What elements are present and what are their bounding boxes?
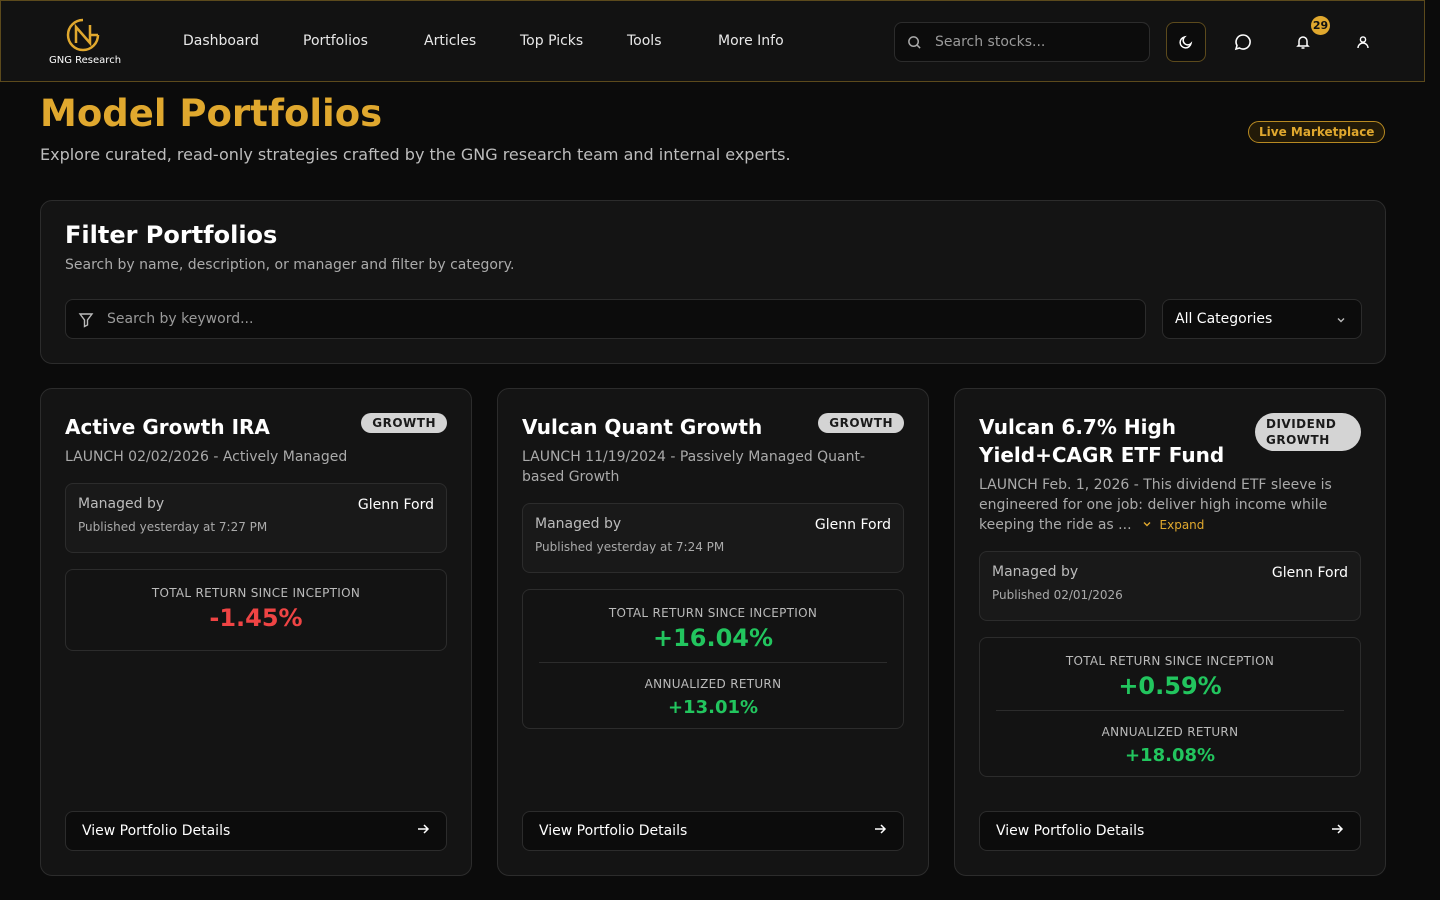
nav-link[interactable]: Portfolios xyxy=(303,33,368,49)
filter-description: Search by name, description, or manager … xyxy=(65,257,515,273)
annualized-label: ANNUALIZED RETURN xyxy=(644,677,782,691)
total-return: +16.04% xyxy=(652,624,774,652)
arrow-icon[interactable] xyxy=(416,822,430,840)
portfolio-description: LAUNCH 02/02/2026 - Actively Managed xyxy=(65,447,447,467)
category-value: All Categories xyxy=(1175,311,1273,327)
portfolio-name: Active Growth IRA xyxy=(65,415,270,439)
divider xyxy=(996,710,1344,711)
category-tag: GROWTH xyxy=(361,413,447,433)
total-return-label: TOTAL RETURN SINCE INCEPTION xyxy=(608,606,818,620)
divider xyxy=(539,662,887,663)
card-header: Vulcan 6.7% High Yield+CAGR ETF Fund DIVI… xyxy=(979,413,1361,469)
notifications-button[interactable] xyxy=(1283,22,1323,62)
portfolio-card: Active Growth IRA GROWTH LAUNCH 02/02/2026… xyxy=(40,388,472,876)
brand: GNG Research xyxy=(49,55,122,66)
portfolio-name: Vulcan Quant Growth xyxy=(522,415,763,439)
total-return: +0.59% xyxy=(1118,672,1222,700)
live-badge: Live Marketplace xyxy=(1248,121,1386,143)
description-text: LAUNCH 02/02/2026 - Actively Managed xyxy=(65,449,348,465)
logo[interactable] xyxy=(65,17,103,53)
page-subtitle: Explore curated, read-only strategies cr… xyxy=(40,145,791,164)
search-placeholder: Search stocks... xyxy=(935,34,1046,50)
category-tag: GROWTH xyxy=(818,413,904,433)
navbar: GNG Research Dashboard Portfolios Articl… xyxy=(0,0,1425,82)
filter-panel: Filter Portfolios Search by name, descri… xyxy=(40,200,1386,364)
managed-label: Managed by xyxy=(992,564,1079,580)
keyword-search[interactable]: Search by keyword... xyxy=(65,299,1146,339)
stock-search[interactable]: Search stocks... xyxy=(894,22,1150,62)
card-header: Vulcan Quant Growth GROWTH xyxy=(522,413,904,441)
page-title: Model Portfolios xyxy=(40,92,383,135)
profile-button[interactable] xyxy=(1343,22,1383,62)
expand-text[interactable]: Expand xyxy=(1159,518,1205,532)
chat-button[interactable] xyxy=(1223,22,1263,62)
total-return-label: TOTAL RETURN SINCE INCEPTION xyxy=(151,586,361,600)
description-text: LAUNCH 11/19/2024 - Passively Managed Qu… xyxy=(522,449,866,485)
portfolio-name: Vulcan 6.7% High Yield+CAGR ETF Fund xyxy=(979,415,1225,467)
portfolio-description: LAUNCH Feb. 1, 2026 - This dividend ETF … xyxy=(979,475,1361,535)
returns-box: TOTAL RETURN SINCE INCEPTION +0.59% ANNUAL… xyxy=(979,637,1361,777)
category-select[interactable]: All Categories xyxy=(1162,299,1362,339)
portfolio-card: Vulcan 6.7% High Yield+CAGR ETF Fund DIVI… xyxy=(954,388,1386,876)
published-date: Published 02/01/2026 xyxy=(992,588,1123,602)
view-details-button[interactable]: View Portfolio Details xyxy=(65,811,447,851)
manager-name: Glenn Ford xyxy=(357,497,434,513)
total-return: -1.45% xyxy=(209,604,303,632)
portfolio-card: Vulcan Quant Growth GROWTH LAUNCH 11/19/20… xyxy=(497,388,929,876)
notification-count: 29 xyxy=(1311,16,1330,35)
manager-box: Managed by Glenn Ford Published yesterday … xyxy=(522,503,904,573)
published-date: Published yesterday at 7:24 PM xyxy=(535,540,725,554)
arrow-icon[interactable] xyxy=(873,822,887,840)
total-return-label: TOTAL RETURN SINCE INCEPTION xyxy=(1065,654,1275,668)
managed-label: Managed by xyxy=(535,516,622,532)
view-details-button[interactable]: View Portfolio Details xyxy=(979,811,1361,851)
button-label[interactable]: View Portfolio Details xyxy=(539,823,688,839)
view-details-button[interactable]: View Portfolio Details xyxy=(522,811,904,851)
managed-label: Managed by xyxy=(78,496,165,512)
theme-toggle[interactable] xyxy=(1166,22,1206,62)
manager-box: Managed by Glenn Ford Published yesterday … xyxy=(65,483,447,553)
button-label[interactable]: View Portfolio Details xyxy=(82,823,231,839)
expand-link[interactable]: Expand xyxy=(1136,518,1205,532)
nav-link[interactable]: Tools xyxy=(627,33,662,49)
nav-link[interactable]: Dashboard xyxy=(183,33,259,49)
returns-box: TOTAL RETURN SINCE INCEPTION -1.45% xyxy=(65,569,447,651)
card-header: Active Growth IRA GROWTH xyxy=(65,413,447,441)
nav-link[interactable]: More Info xyxy=(718,33,784,49)
returns-box: TOTAL RETURN SINCE INCEPTION +16.04% ANNUA… xyxy=(522,589,904,729)
manager-name: Glenn Ford xyxy=(814,517,891,533)
category-tag: DIVIDEND GROWTH xyxy=(1255,413,1361,451)
filter-title: Filter Portfolios xyxy=(65,221,278,249)
arrow-icon[interactable] xyxy=(1330,822,1344,840)
keyword-placeholder: Search by keyword... xyxy=(107,311,254,327)
annualized-return: +13.01% xyxy=(667,697,759,718)
manager-name: Glenn Ford xyxy=(1271,565,1348,581)
annualized-label: ANNUALIZED RETURN xyxy=(1101,725,1239,739)
button-label[interactable]: View Portfolio Details xyxy=(996,823,1145,839)
published-date: Published yesterday at 7:27 PM xyxy=(78,520,268,534)
portfolio-description: LAUNCH 11/19/2024 - Passively Managed Qu… xyxy=(522,447,904,487)
manager-box: Managed by Glenn Ford Published 02/01/2026 xyxy=(979,551,1361,621)
nav-link[interactable]: Top Picks xyxy=(520,33,584,49)
nav-link[interactable]: Articles xyxy=(424,33,477,49)
annualized-return: +18.08% xyxy=(1124,745,1216,766)
description-text: LAUNCH Feb. 1, 2026 - This dividend ETF … xyxy=(979,477,1332,533)
